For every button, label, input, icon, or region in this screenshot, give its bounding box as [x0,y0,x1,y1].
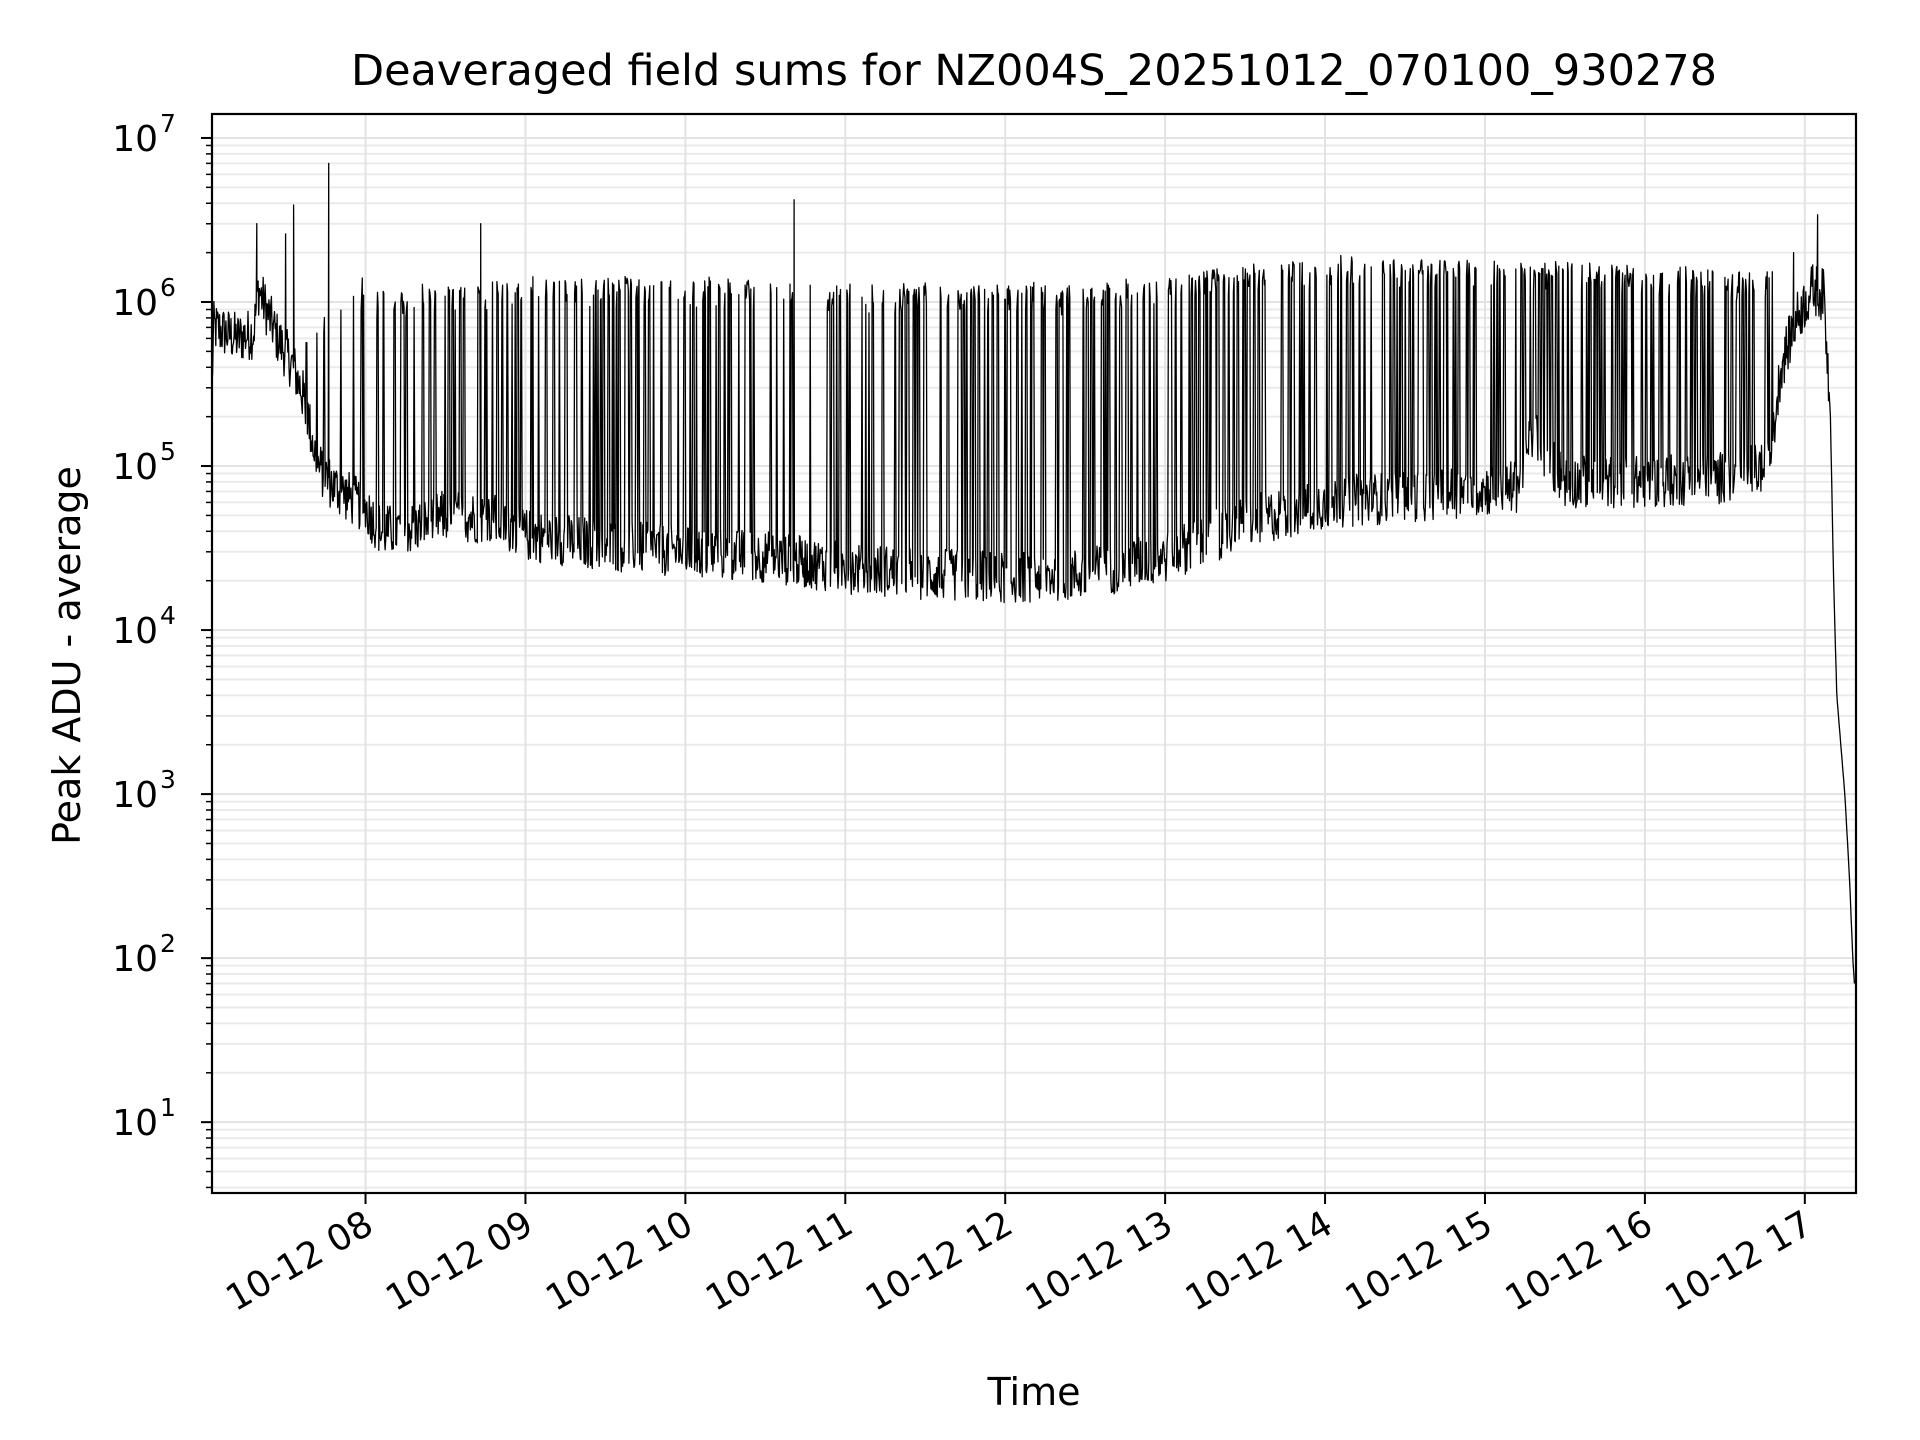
y-tick-exponent: 4 [160,601,176,630]
y-tick-exponent: 1 [160,1093,176,1122]
y-tick-exponent: 2 [160,929,176,958]
chart-title: Deaveraged field sums for NZ004S_2025101… [351,46,1717,96]
y-tick-label: 10 [112,447,158,488]
y-tick-exponent: 5 [160,437,176,466]
y-axis-label: Peak ADU - average [45,466,89,845]
y-tick-label: 10 [112,611,158,652]
y-tick-label: 10 [112,939,158,980]
y-tick-exponent: 3 [160,765,176,794]
y-tick-label: 10 [112,1103,158,1144]
x-axis-label: Time [987,1370,1081,1414]
y-tick-exponent: 7 [160,109,176,138]
y-tick-label: 10 [112,119,158,160]
plot-frame [210,112,1858,1195]
y-tick-exponent: 6 [160,273,176,302]
series-line [211,162,1856,984]
y-tick-label: 10 [112,283,158,324]
y-tick-label: 10 [112,775,158,816]
